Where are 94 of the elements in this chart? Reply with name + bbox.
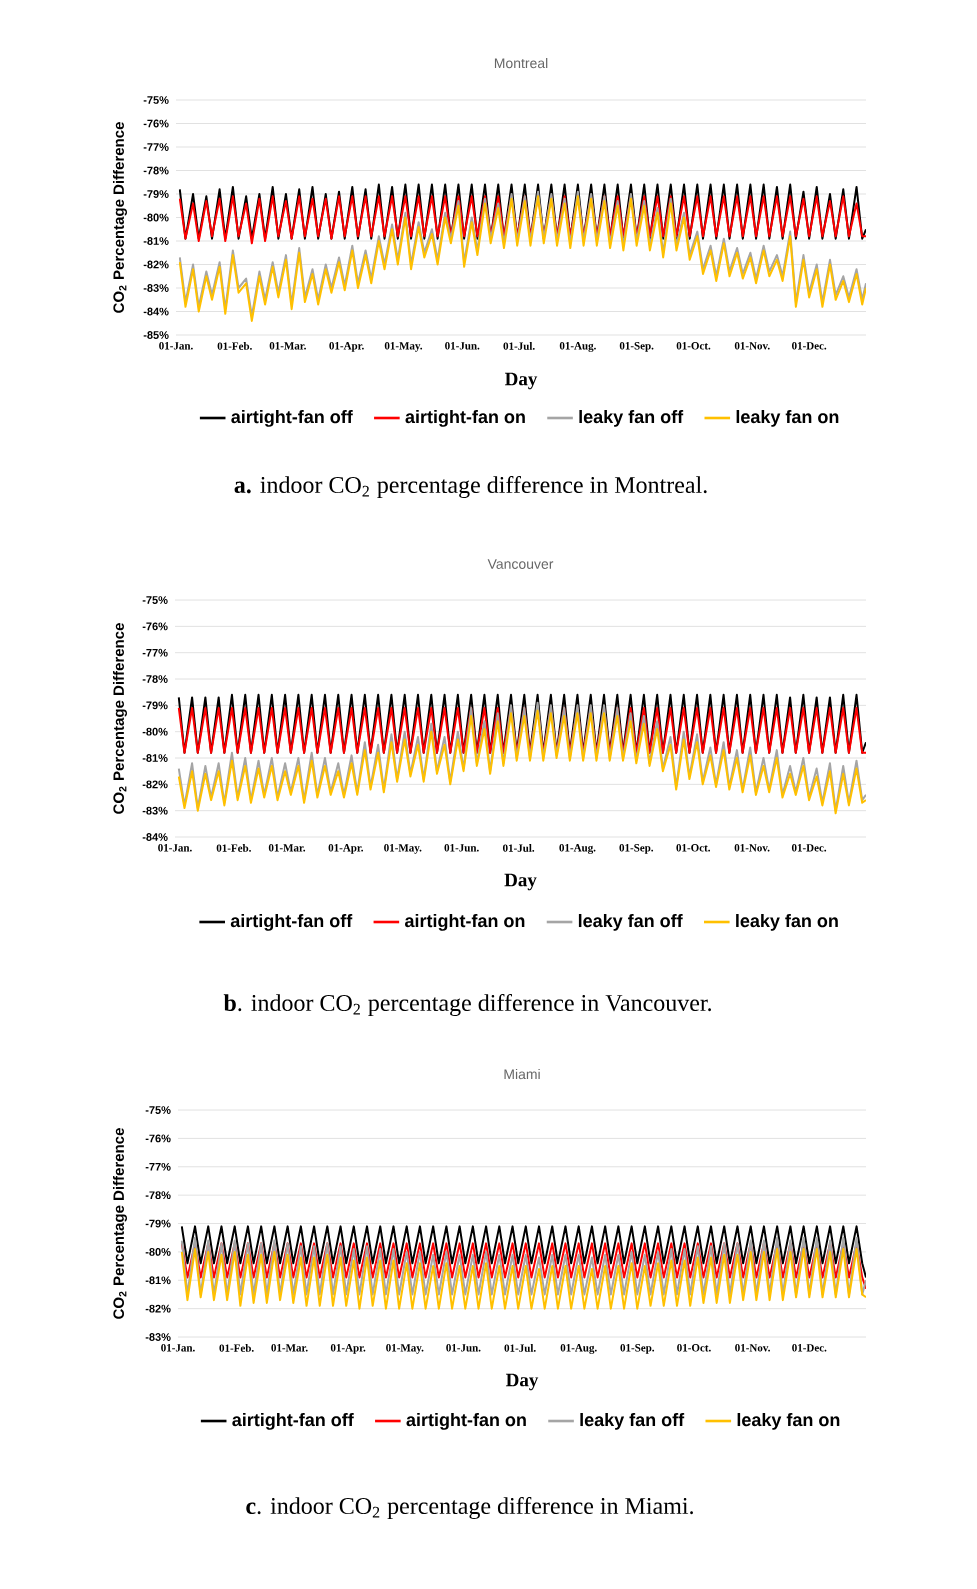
chart-title: Vancouver — [487, 559, 554, 569]
x-tick-label: 01-Apr. — [329, 342, 364, 352]
x-tick-label: 01-Jan. — [159, 342, 193, 350]
x-tick-label: 01-Oct. — [676, 844, 711, 852]
y-tick-label: -75% — [145, 1106, 171, 1114]
y-tick-label: -81% — [145, 1276, 171, 1285]
x-tick-label: 01-Apr. — [328, 844, 364, 854]
x-tick-label: 01-Jan. — [158, 844, 192, 852]
y-tick-label: -82% — [145, 1304, 171, 1313]
y-tick-label: -81% — [142, 754, 168, 762]
x-tick-label: 01-Aug. — [560, 1344, 597, 1354]
x-tick-label: 01-Dec. — [792, 1344, 827, 1352]
y-tick-label: -83% — [142, 806, 168, 815]
legend-label: airtight-fan off — [230, 913, 353, 931]
x-tick-label: 01-Oct. — [676, 342, 711, 350]
x-tick-label: 01-Jan. — [161, 1344, 195, 1352]
text: a. indoor CO$_{2}$ percentage difference in Montreal. — [234, 475, 707, 499]
x-tick-label: 01-Feb. — [219, 1344, 254, 1352]
x-tick-label: 01-Mar. — [268, 844, 306, 852]
x-tick-label: 01-Sep. — [620, 1344, 655, 1354]
y-tick-label: -81% — [143, 237, 169, 245]
x-tick-label: 01-Nov. — [734, 342, 770, 350]
x-tick-label: 01-Sep. — [619, 342, 654, 352]
legend-label: leaky fan off — [579, 409, 684, 427]
legend-label: leaky fan off — [578, 913, 683, 931]
legend-label: leaky fan on — [736, 913, 838, 931]
x-tick-label: 01-Sep. — [619, 844, 654, 854]
y-tick-label: -79% — [145, 1219, 171, 1228]
y-axis-title: CO$_{2}$ Percentage Difference — [112, 122, 128, 313]
y-tick-label: -75% — [142, 596, 168, 604]
y-tick-label: -79% — [142, 701, 168, 710]
y-tick-label: -84% — [142, 833, 168, 841]
y-tick-label: -78% — [145, 1191, 171, 1200]
x-tick-label: 01-May. — [386, 1344, 424, 1354]
y-tick-label: -85% — [143, 331, 169, 339]
x-tick-label: 01-Mar. — [271, 1344, 308, 1352]
x-tick-label: 01-Jul. — [503, 342, 535, 350]
x-tick-label: 01-Oct. — [677, 1344, 711, 1352]
x-tick-label: 01-Jun. — [445, 342, 480, 350]
legend-label: airtight-fan off — [232, 1412, 354, 1430]
x-tick-label: 01-Nov. — [734, 844, 770, 852]
legend-label: leaky fan on — [737, 1412, 840, 1430]
x-tick-label: 01-Aug. — [559, 844, 596, 854]
y-tick-label: -76% — [143, 119, 169, 128]
y-tick-label: -76% — [142, 622, 168, 631]
x-tick-label: 01-Nov. — [735, 1344, 770, 1352]
line-series — [180, 1248, 866, 1310]
y-tick-label: -82% — [143, 260, 169, 269]
y-tick-label: -79% — [143, 190, 169, 198]
y-tick-label: -80% — [142, 727, 168, 736]
x-tick-label: 01-Jul. — [504, 1344, 536, 1352]
y-tick-label: -75% — [143, 96, 169, 104]
y-tick-label: -80% — [145, 1248, 171, 1256]
line-series — [178, 195, 867, 245]
y-tick-label: -77% — [142, 648, 168, 657]
legend-label: airtight-fan off — [231, 409, 353, 427]
y-tick-label: -77% — [145, 1162, 171, 1171]
legend-label: airtight-fan on — [406, 1412, 526, 1430]
x-tick-label: 01-Mar. — [269, 342, 306, 350]
chart-title: Montreal — [494, 57, 548, 69]
legend-label: leaky fan on — [736, 409, 839, 427]
x-axis-title: Day — [505, 1373, 539, 1391]
legend-label: airtight-fan on — [404, 913, 525, 931]
chart-title: Miami — [504, 1068, 540, 1080]
y-tick-label: -77% — [143, 143, 169, 151]
y-tick-label: -76% — [145, 1134, 171, 1143]
x-tick-label: 01-Aug. — [559, 342, 596, 352]
x-tick-label: 01-Jun. — [446, 1344, 481, 1352]
y-axis-title: CO$_{2}$ Percentage Difference — [112, 1128, 128, 1319]
x-tick-label: 01-Feb. — [217, 342, 252, 350]
x-tick-label: 01-Apr. — [330, 1344, 366, 1354]
y-tick-label: -83% — [143, 284, 169, 292]
y-axis-title: CO$_{2}$ Percentage Difference — [112, 623, 128, 814]
legend-label: airtight-fan on — [405, 409, 525, 427]
y-tick-label: -83% — [145, 1333, 171, 1341]
y-tick-label: -80% — [143, 213, 169, 222]
y-tick-label: -82% — [142, 780, 168, 789]
x-axis-title: Day — [504, 372, 538, 390]
x-axis-title: Day — [504, 873, 537, 891]
x-tick-label: 01-May. — [384, 342, 423, 352]
text: c. indoor CO$_{2}$ percentage difference in Miami. — [246, 1496, 693, 1520]
legend-label: leaky fan off — [580, 1412, 685, 1430]
y-tick-label: -78% — [143, 166, 169, 175]
x-tick-label: 01-Dec. — [791, 342, 827, 350]
y-tick-label: -84% — [143, 307, 169, 316]
x-tick-label: 01-Jul. — [502, 844, 535, 852]
x-tick-label: 01-May. — [384, 844, 422, 854]
x-tick-label: 01-Dec. — [791, 844, 827, 852]
line-series — [178, 183, 867, 240]
x-tick-label: 01-Feb. — [216, 844, 251, 852]
line-series — [180, 1236, 866, 1296]
x-tick-label: 01-Jun. — [444, 844, 479, 852]
text: b. indoor CO$_{2}$ percentage difference in Vancouver. — [223, 993, 711, 1017]
y-tick-label: -78% — [142, 675, 168, 683]
